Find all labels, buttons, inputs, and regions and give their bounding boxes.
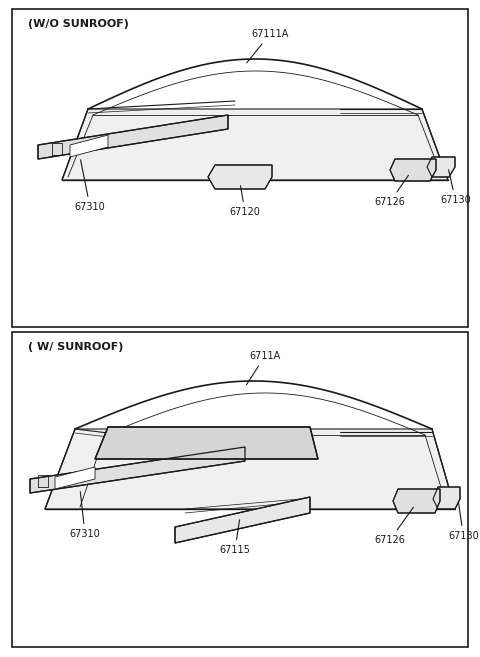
- Text: 67111A: 67111A: [247, 29, 288, 63]
- Bar: [12, 332, 468, 647]
- Polygon shape: [55, 467, 95, 489]
- Text: 67115: 67115: [219, 520, 251, 555]
- Text: 67310: 67310: [70, 491, 100, 539]
- Text: 67120: 67120: [229, 186, 261, 217]
- Polygon shape: [38, 115, 228, 159]
- Polygon shape: [393, 489, 440, 513]
- Text: 67130: 67130: [448, 502, 479, 541]
- Text: 67126: 67126: [374, 175, 408, 207]
- Text: (W/O SUNROOF): (W/O SUNROOF): [28, 19, 129, 29]
- Polygon shape: [427, 157, 455, 177]
- Text: 6711A: 6711A: [247, 351, 281, 384]
- Polygon shape: [208, 165, 272, 189]
- Polygon shape: [390, 159, 436, 181]
- Text: 67310: 67310: [74, 160, 106, 212]
- Polygon shape: [95, 427, 318, 459]
- Polygon shape: [70, 135, 108, 157]
- Polygon shape: [433, 487, 460, 509]
- Text: ( W/ SUNROOF): ( W/ SUNROOF): [28, 342, 123, 352]
- Bar: [12, 9, 468, 327]
- Text: 67130: 67130: [440, 170, 471, 205]
- Polygon shape: [45, 429, 455, 509]
- Polygon shape: [62, 109, 448, 180]
- Text: 67126: 67126: [374, 507, 413, 545]
- Polygon shape: [30, 447, 245, 493]
- Polygon shape: [175, 497, 310, 543]
